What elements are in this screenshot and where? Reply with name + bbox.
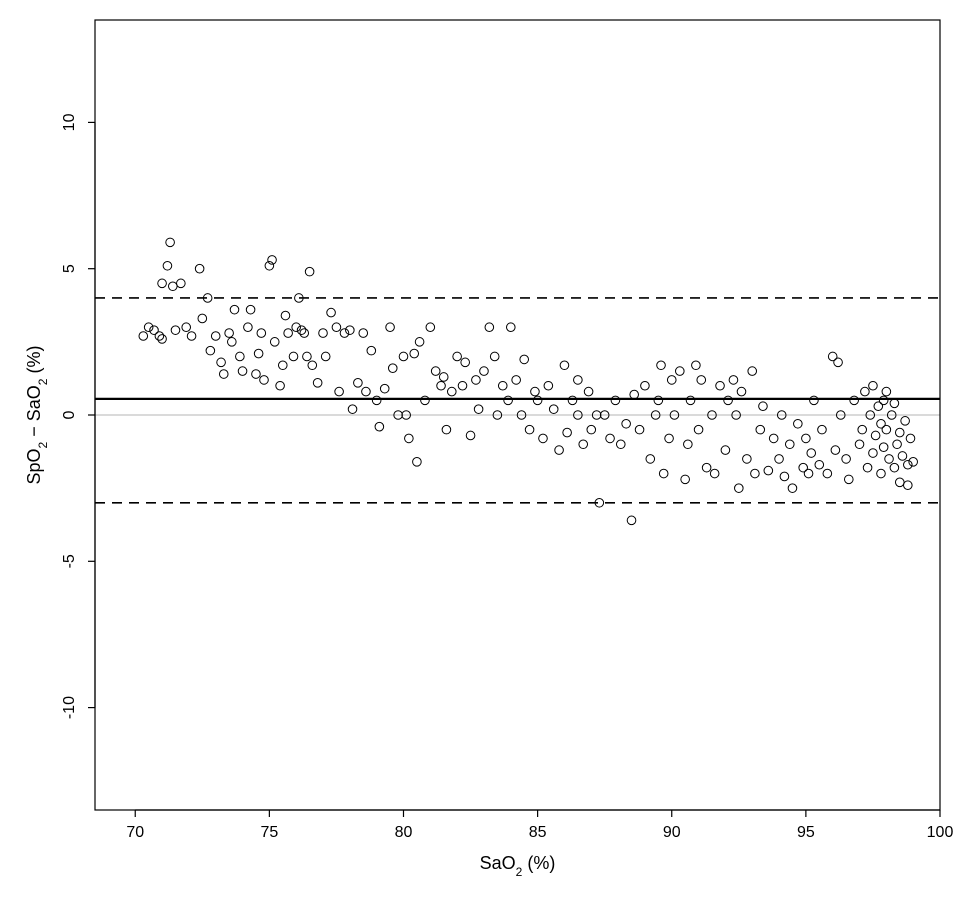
scatter-chart: 70 75 80 85 90 95 100 -10 -5 0 5 10 SaO2 (%) SpO2 − S… — [0, 0, 960, 900]
y-tick-label: -10 — [61, 696, 78, 719]
y-tick-label: 0 — [61, 410, 78, 419]
chart-svg: 70 75 80 85 90 95 100 -10 -5 0 5 10 SaO2 (%) SpO2 − S… — [0, 0, 960, 900]
y-tick-label: 10 — [61, 113, 78, 131]
x-tick-label: 95 — [797, 824, 815, 841]
y-tick-label: -5 — [61, 554, 78, 568]
x-tick-label: 80 — [395, 824, 413, 841]
y-axis-label: SpO2 − SaO2 (%) — [24, 346, 50, 485]
x-tick-label: 90 — [663, 824, 681, 841]
y-tick-label: 5 — [61, 264, 78, 273]
x-tick-label: 75 — [260, 824, 278, 841]
x-tick-label: 100 — [927, 824, 954, 841]
x-tick-label: 85 — [529, 824, 547, 841]
x-tick-label: 70 — [126, 824, 144, 841]
x-axis-label: SaO2 (%) — [480, 853, 556, 879]
